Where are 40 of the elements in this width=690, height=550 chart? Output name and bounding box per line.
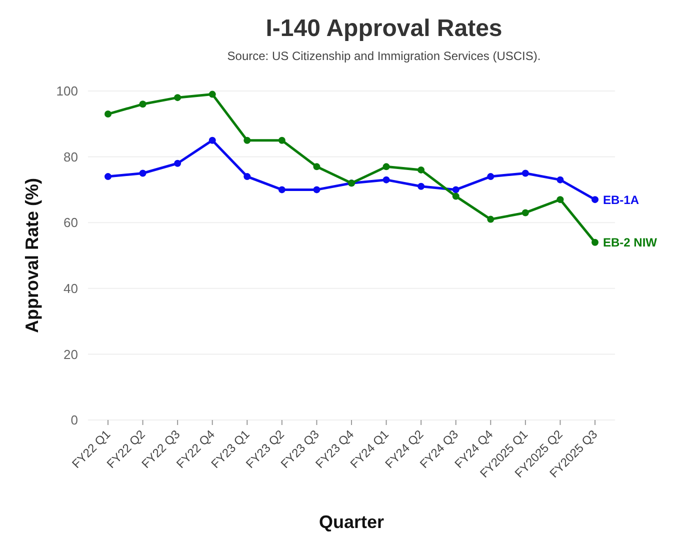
point — [313, 163, 320, 170]
point — [592, 238, 598, 246]
point — [592, 196, 598, 204]
point — [174, 160, 182, 167]
point — [382, 176, 390, 184]
point — [522, 209, 529, 216]
point — [139, 100, 146, 108]
point — [104, 110, 112, 118]
point — [382, 163, 390, 170]
point — [244, 173, 251, 180]
y-tick-label: 80 — [64, 149, 78, 164]
point — [452, 186, 460, 194]
y-tick-label: 20 — [64, 346, 78, 362]
point — [522, 170, 529, 177]
point — [556, 196, 564, 204]
series-label: EB-1A — [603, 192, 640, 207]
point — [487, 216, 494, 223]
point — [418, 182, 425, 190]
point — [278, 136, 286, 144]
chart-title: I-140 Approval Rates — [266, 15, 502, 42]
point — [418, 166, 425, 174]
point — [556, 176, 564, 184]
point — [244, 136, 251, 144]
point — [174, 94, 182, 102]
y-tick-label: 40 — [64, 280, 78, 296]
y-tick-label: 60 — [64, 215, 78, 230]
series-label: EB-2 NIW — [603, 236, 658, 250]
point — [452, 192, 460, 200]
point — [278, 186, 286, 194]
y-tick-label: 100 — [56, 84, 78, 99]
x-axis-title: Quarter — [318, 512, 384, 532]
point — [208, 136, 216, 144]
y-tick-label: 0 — [70, 412, 78, 428]
chart-subtitle: Source: US Citizenship and Immigration Services (USCIS). — [227, 49, 541, 63]
point — [104, 173, 112, 180]
y-axis-title: Approval Rate (%) — [22, 178, 42, 334]
point — [208, 90, 216, 98]
point — [487, 173, 494, 180]
point — [313, 186, 320, 194]
point — [139, 170, 146, 177]
